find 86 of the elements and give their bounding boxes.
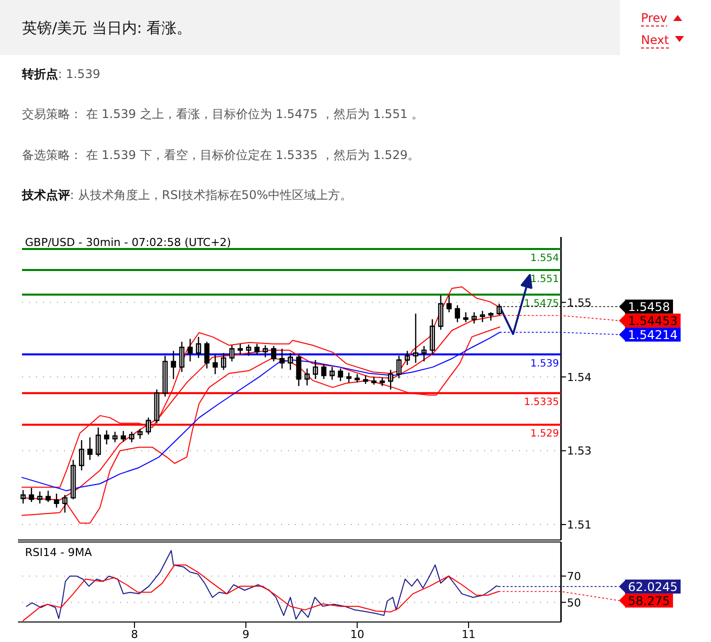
candlestick	[362, 374, 368, 385]
candlestick	[346, 372, 352, 384]
data-label: 1.54453	[628, 314, 678, 328]
candlestick	[146, 417, 151, 436]
candlestick	[262, 344, 268, 358]
chart-subtitle: GBP/USD - 30min - 07:02:58 (UTC+2)	[25, 236, 232, 249]
x-tick-label: 8	[130, 628, 138, 641]
y-tick-label: 1.54	[567, 370, 592, 384]
candlestick	[271, 345, 276, 362]
candlestick	[413, 313, 418, 364]
ref-line-label: 1.5475	[524, 298, 559, 310]
text: 交易策略： 在 1.539 之上，看涨，目标价位为 1.5475 ，然后为 1.551 。	[22, 107, 424, 121]
candlestick	[488, 312, 494, 322]
ref-line-label: 1.5335	[524, 397, 559, 408]
candlestick	[20, 489, 26, 504]
candlestick	[179, 341, 184, 373]
candlestick	[62, 494, 68, 514]
candlestick	[371, 376, 377, 386]
candlestick	[28, 487, 34, 503]
candlestick	[229, 344, 235, 362]
ref-line-label: 1.529	[530, 428, 559, 440]
candlestick	[112, 431, 118, 443]
candlestick	[446, 294, 452, 313]
candlestick	[254, 343, 260, 356]
text: 转折点: 1.539	[21, 67, 100, 81]
chart-title: 英镑/美元 当日内: 看涨。	[22, 19, 192, 37]
ref-line-label: 1.551	[530, 274, 559, 286]
text: 备选策略： 在 1.539 下，看空，目标价位定在 1.5335 ，然后为 1.529。	[22, 148, 420, 162]
text: Next	[641, 33, 670, 47]
ref-line-label: 1.539	[530, 358, 559, 370]
candlestick	[454, 304, 460, 323]
candlestick	[220, 352, 226, 370]
y-tick-label: 1.55	[567, 296, 592, 310]
candlestick	[388, 369, 394, 390]
candlestick	[330, 366, 335, 380]
candlestick	[46, 490, 51, 503]
candlestick	[37, 490, 42, 504]
candlestick	[120, 430, 126, 442]
candlestick	[480, 310, 486, 323]
candlestick	[463, 312, 468, 323]
annotation: 1.5458	[628, 300, 670, 314]
candlestick	[421, 345, 427, 362]
candlestick	[104, 430, 110, 445]
candlestick	[54, 493, 60, 508]
chart-title: RSI14 - 9MA	[25, 546, 92, 559]
y-tick-label: 70	[567, 570, 581, 584]
y-tick-label: 50	[567, 596, 581, 610]
candlestick	[296, 355, 302, 387]
candlestick	[246, 344, 252, 356]
candlestick	[380, 377, 385, 387]
candlestick	[154, 388, 160, 424]
data-label: 62.0245	[628, 580, 678, 594]
candlestick	[304, 368, 310, 386]
candlestick	[430, 318, 435, 356]
candlestick	[196, 336, 202, 359]
candlestick	[312, 359, 318, 380]
candlestick	[170, 350, 176, 380]
text: 技术点评: 从技术角度上，RSI技术指标在50%中性区域上方。	[21, 188, 352, 202]
y-tick-label: 1.53	[567, 444, 592, 458]
y-tick-label: 1.51	[567, 518, 592, 532]
data-label: 1.54214	[628, 328, 678, 342]
candlestick	[438, 294, 444, 330]
candlestick	[338, 368, 344, 382]
candlestick	[70, 459, 76, 500]
candlestick	[396, 355, 402, 379]
candlestick	[321, 364, 326, 380]
candlestick	[472, 312, 477, 324]
text: Prev	[641, 11, 668, 25]
candlestick	[188, 338, 193, 362]
candlestick	[96, 426, 101, 457]
candlestick	[238, 343, 243, 356]
candlestick	[78, 440, 84, 471]
candlestick	[204, 341, 210, 370]
candlestick	[212, 354, 218, 375]
candlestick	[87, 436, 93, 460]
candlestick	[354, 373, 360, 384]
x-tick-label: 9	[242, 628, 250, 641]
candlestick	[404, 350, 410, 366]
candlestick	[288, 352, 293, 370]
candlestick	[279, 348, 285, 370]
data-label: 58.275	[628, 594, 670, 608]
ref-line-label: 1.554	[530, 252, 559, 264]
candlestick	[137, 428, 143, 440]
candlestick	[129, 431, 134, 443]
x-tick-label: 11	[462, 628, 476, 641]
x-tick-label: 10	[350, 628, 364, 641]
